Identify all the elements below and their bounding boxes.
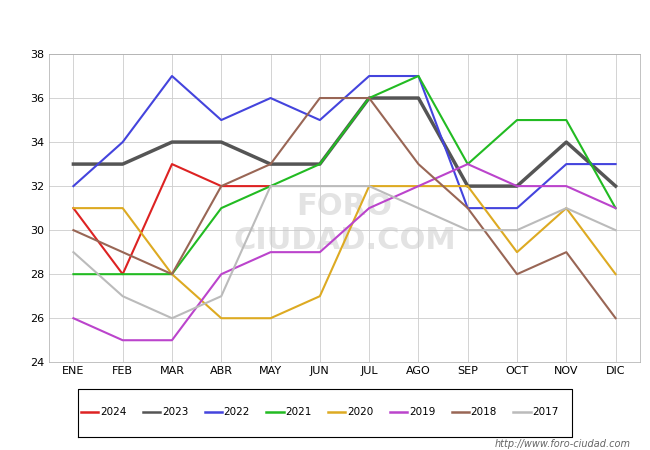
Text: 2019: 2019 xyxy=(409,407,436,417)
Text: FORO
CIUDAD.COM: FORO CIUDAD.COM xyxy=(233,192,456,255)
Text: 2022: 2022 xyxy=(224,407,250,417)
Text: 2023: 2023 xyxy=(162,407,188,417)
Text: Afiliados en Colungo a 31/5/2024: Afiliados en Colungo a 31/5/2024 xyxy=(187,16,463,34)
Text: http://www.foro-ciudad.com: http://www.foro-ciudad.com xyxy=(495,439,630,449)
Text: 2024: 2024 xyxy=(100,407,127,417)
Text: 2018: 2018 xyxy=(471,407,497,417)
Text: 2017: 2017 xyxy=(532,407,559,417)
Text: 2021: 2021 xyxy=(285,407,312,417)
Text: 2020: 2020 xyxy=(347,407,374,417)
